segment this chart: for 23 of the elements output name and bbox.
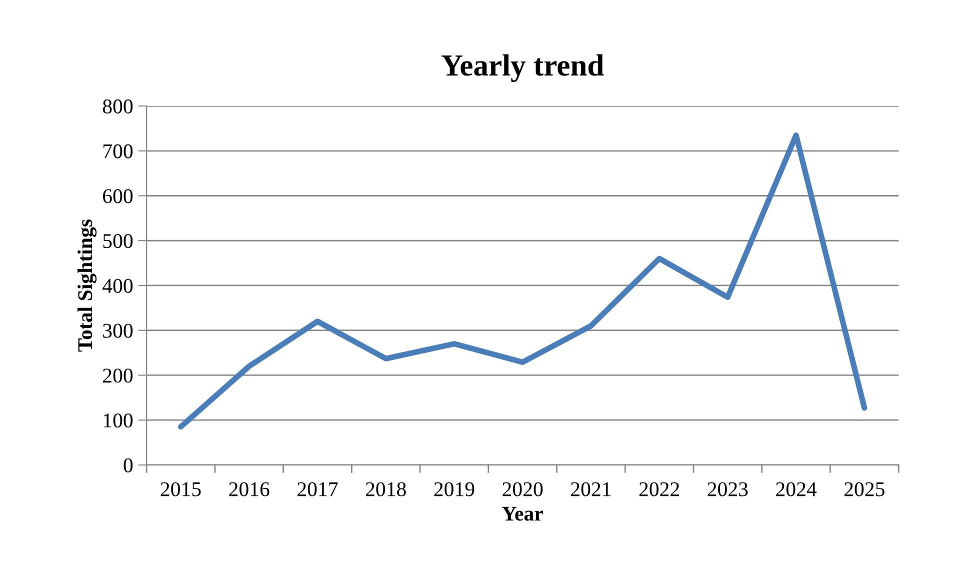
x-tick-label: 2020 bbox=[502, 482, 543, 496]
y-tick-label: 400 bbox=[102, 278, 133, 293]
y-tick-label: 100 bbox=[104, 413, 133, 428]
x-tick-label: 2025 bbox=[844, 482, 884, 496]
x-tick-label: 2021 bbox=[571, 482, 611, 496]
y-tick-label: 600 bbox=[103, 189, 133, 204]
x-tick-label: 2016 bbox=[229, 482, 270, 496]
y-tick-label: 700 bbox=[104, 144, 133, 158]
y-axis-title: Total Sightings bbox=[78, 220, 97, 352]
x-tick-label: 2018 bbox=[366, 482, 406, 496]
y-tick-label: 0 bbox=[124, 458, 133, 472]
y-tick-label: 200 bbox=[103, 368, 133, 383]
y-tick-label: 500 bbox=[103, 234, 133, 248]
y-tick-label: 800 bbox=[102, 99, 133, 114]
x-tick-label: 2023 bbox=[708, 482, 748, 496]
x-tick-label: 2022 bbox=[639, 482, 680, 496]
x-tick-label: 2024 bbox=[776, 482, 817, 496]
x-tick-label: 2015 bbox=[160, 482, 201, 496]
y-tick-label: 300 bbox=[103, 324, 133, 338]
chart-title: Yearly trend bbox=[442, 54, 604, 82]
x-axis-title: Year bbox=[502, 506, 543, 521]
x-tick-label: 2019 bbox=[434, 482, 474, 496]
x-tick-label: 2017 bbox=[298, 482, 338, 496]
